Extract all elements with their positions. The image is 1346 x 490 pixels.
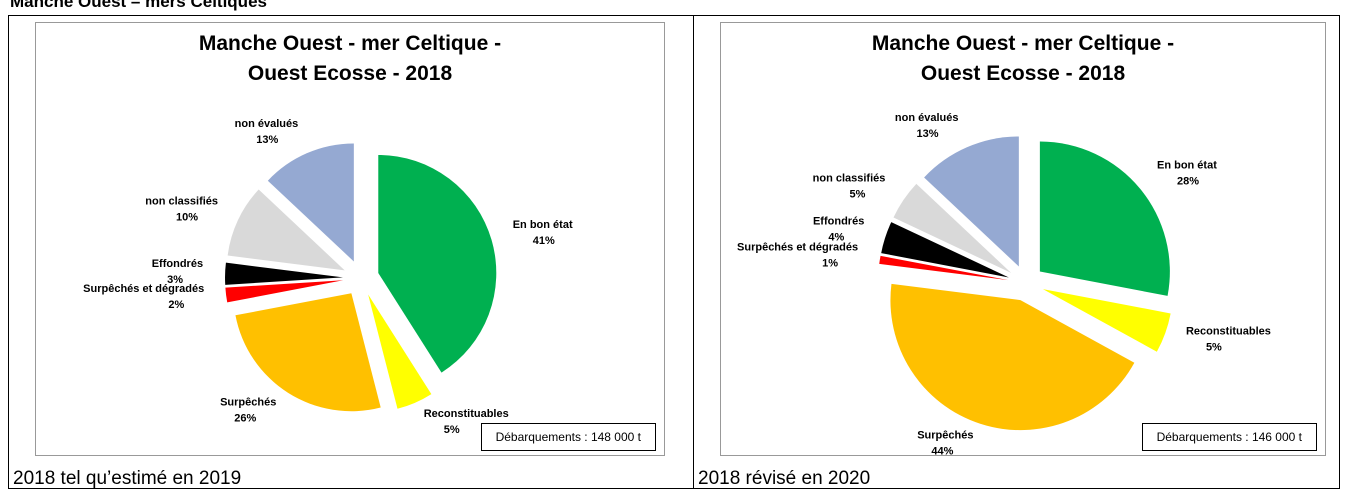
slice-value-label: 3% bbox=[167, 274, 183, 286]
pie-slice bbox=[1039, 141, 1170, 296]
slice-value-label: 10% bbox=[176, 212, 198, 224]
table-cell: En bon état 41% Reconstituables 5% Surpêchés… bbox=[8, 15, 694, 489]
chart-title: Manche Ouest - mer Celtique - Ouest Ecos… bbox=[871, 32, 1175, 85]
slice-label: Surpêchés et dégradés bbox=[737, 241, 858, 253]
slice-label: non évalués bbox=[895, 112, 959, 124]
slice-label: Effondrés bbox=[813, 215, 864, 227]
pie-slice bbox=[227, 189, 345, 271]
annotation: Débarquements : 146 000 t bbox=[1141, 423, 1317, 451]
pie-slice bbox=[267, 143, 354, 262]
slice-label: non évalués bbox=[235, 118, 299, 130]
slice-label: non classifiés bbox=[145, 196, 218, 208]
caption: 2018 tel qu’estimé en 2019 bbox=[13, 468, 242, 489]
chart: En bon état 28% Reconstituables 5% Surpêchés… bbox=[737, 112, 1271, 457]
chart-frame: En bon état 28% Reconstituables 5% Surpêchés… bbox=[720, 22, 1326, 457]
pie-slice bbox=[924, 136, 1019, 267]
chart-title-box: Manche Ouest - mer Celtique - Ouest Ecos… bbox=[721, 29, 1325, 89]
slice-label: non classifiés bbox=[813, 172, 886, 184]
slice-label: Surpêchés bbox=[917, 430, 973, 442]
slice-value-label: 41% bbox=[533, 235, 555, 247]
slice-value-label: 1% bbox=[822, 257, 838, 269]
chart-title: Manche Ouest - mer Celtique - Ouest Ecos… bbox=[198, 32, 502, 85]
chart-title-box: Manche Ouest - mer Celtique - Ouest Ecos… bbox=[36, 29, 664, 89]
slice-label: Reconstituables bbox=[424, 408, 509, 420]
slice-label: En bon état bbox=[1157, 160, 1217, 172]
chart-frame: En bon état 41% Reconstituables 5% Surpêchés… bbox=[35, 22, 665, 456]
pie-slice bbox=[893, 183, 1012, 273]
slice-label: Effondrés bbox=[152, 258, 203, 270]
slice-value-label: 4% bbox=[828, 231, 844, 243]
pie-slice bbox=[225, 280, 344, 303]
pie-slice bbox=[879, 255, 1009, 281]
slice-value-label: 13% bbox=[256, 134, 278, 146]
slice-value-label: 2% bbox=[168, 299, 184, 311]
slice-value-label: 5% bbox=[444, 424, 460, 436]
annotation: Débarquements : 148 000 t bbox=[480, 423, 656, 451]
pie-slice bbox=[890, 283, 1135, 431]
slice-value-label: 5% bbox=[849, 188, 865, 200]
pie-slice bbox=[235, 293, 381, 412]
slice-label: Surpêchés bbox=[220, 396, 276, 408]
slice-value-label: 5% bbox=[1206, 342, 1222, 354]
slice-label: Reconstituables bbox=[1186, 326, 1271, 338]
pie-slice bbox=[225, 262, 344, 285]
pie-slice bbox=[368, 294, 432, 409]
slice-label: Surpêchés et dégradés bbox=[83, 283, 204, 295]
slice-value-label: 28% bbox=[1177, 176, 1199, 188]
pie-slice bbox=[1042, 289, 1171, 352]
pie-slice bbox=[378, 154, 497, 373]
caption: 2018 révisé en 2020 bbox=[698, 468, 871, 489]
header: Manche Ouest – mers Celtiques bbox=[10, 0, 267, 11]
slice-label: En bon état bbox=[513, 219, 573, 231]
slice-value-label: 13% bbox=[916, 128, 938, 140]
chart: En bon état 41% Reconstituables 5% Surpêchés… bbox=[83, 118, 573, 436]
table-cell: En bon état 28% Reconstituables 5% Surpêchés… bbox=[693, 15, 1340, 489]
slice-value-label: 26% bbox=[234, 412, 256, 424]
slice-value-label: 44% bbox=[931, 446, 953, 457]
pie-slice bbox=[881, 222, 1009, 278]
